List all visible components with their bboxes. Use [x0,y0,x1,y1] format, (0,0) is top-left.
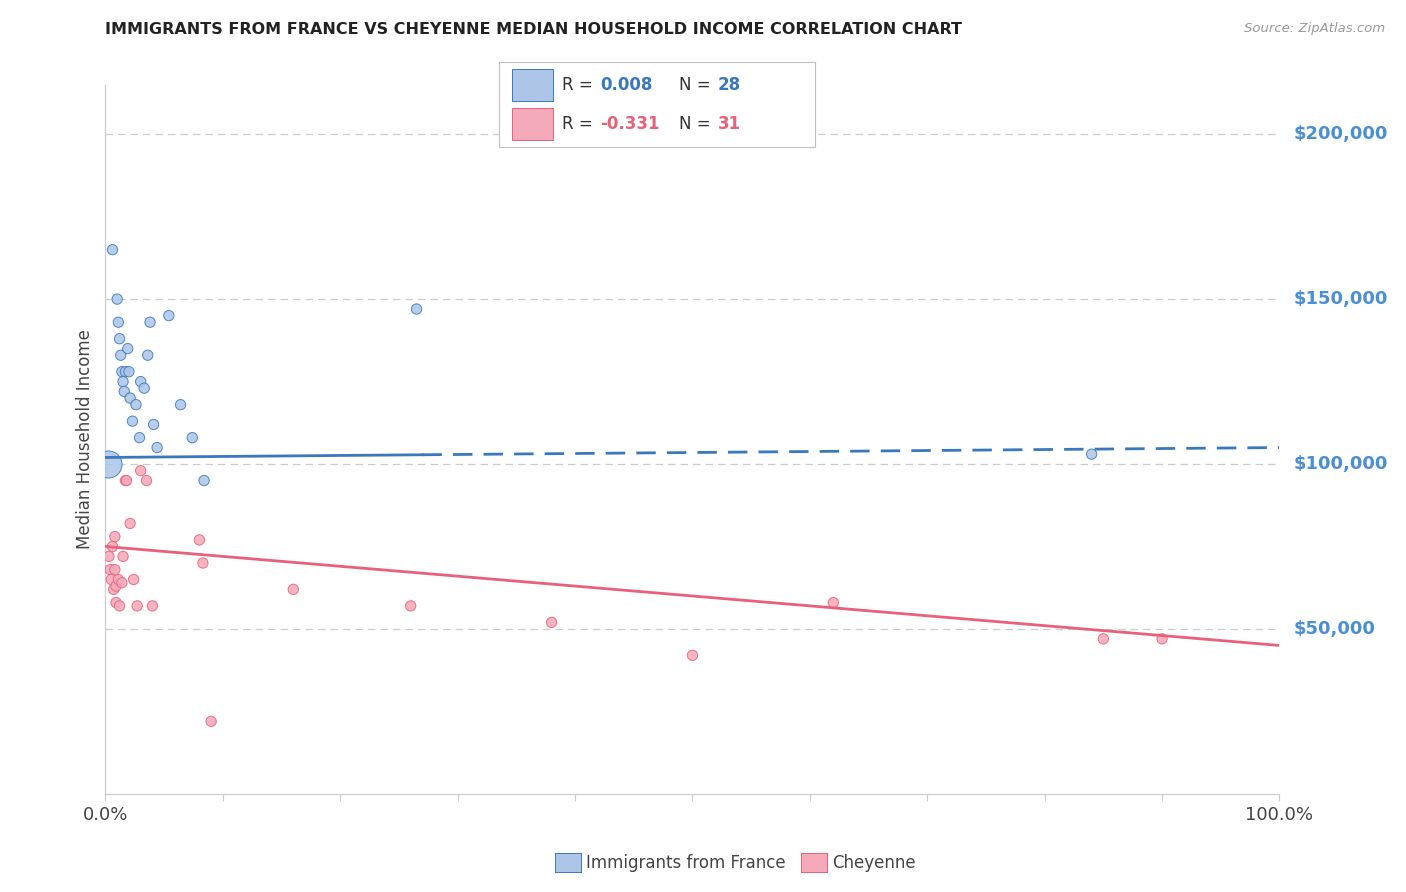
Point [181,431,204,445]
Point [134,381,156,395]
Point [193,474,215,488]
Point [127,599,149,613]
Text: 28: 28 [717,77,741,95]
Point [1150,632,1173,646]
Point [101,243,124,257]
Text: 31: 31 [717,115,741,133]
Text: R =: R = [562,77,593,95]
Point [121,414,143,428]
Point [105,292,128,306]
Point [114,474,136,488]
Text: $50,000: $50,000 [1294,620,1375,638]
Point [98,549,121,564]
Point [169,398,191,412]
Point [823,596,845,610]
Point [112,384,135,399]
Point [157,309,180,323]
Point [111,575,134,590]
Text: IMMIGRANTS FROM FRANCE VS CHEYENNE MEDIAN HOUSEHOLD INCOME CORRELATION CHART: IMMIGRANTS FROM FRANCE VS CHEYENNE MEDIA… [105,22,963,37]
Point [117,342,139,356]
Point [129,464,152,478]
Point [1080,447,1102,461]
Text: N =: N = [679,115,711,133]
Text: $200,000: $200,000 [1294,125,1388,144]
Point [107,315,129,329]
Point [1092,632,1115,646]
Point [146,441,169,455]
Text: -0.331: -0.331 [600,115,659,133]
Text: 0.008: 0.008 [600,77,652,95]
Text: $100,000: $100,000 [1294,455,1388,473]
Point [129,375,152,389]
Point [108,599,131,613]
Point [101,540,124,554]
Text: Source: ZipAtlas.com: Source: ZipAtlas.com [1244,22,1385,36]
Point [141,599,163,613]
Bar [512,70,553,102]
Point [120,391,142,405]
Point [112,549,135,564]
Point [98,563,121,577]
Text: Immigrants from France: Immigrants from France [586,854,786,871]
Point [200,714,222,729]
Point [112,375,135,389]
Point [399,599,422,613]
Point [405,301,427,316]
Point [283,582,305,597]
Point [135,474,157,488]
Point [191,556,214,570]
Point [105,579,128,593]
Bar [512,108,553,140]
Text: Cheyenne: Cheyenne [832,854,915,871]
Text: $150,000: $150,000 [1294,290,1388,308]
Point [97,457,120,471]
Point [104,563,127,577]
Point [115,474,138,488]
Point [104,530,127,544]
Point [540,615,562,630]
Point [122,573,145,587]
Point [125,398,148,412]
Point [111,365,134,379]
Point [114,365,136,379]
Point [118,365,141,379]
Point [108,332,131,346]
Point [136,348,159,362]
Point [188,533,211,547]
Point [681,648,703,663]
Point [100,573,122,587]
Point [107,573,129,587]
Point [120,516,142,531]
Text: N =: N = [679,77,711,95]
Point [139,315,162,329]
Point [110,348,132,362]
Point [142,417,165,432]
Point [103,582,125,597]
Point [128,431,150,445]
Y-axis label: Median Household Income: Median Household Income [76,329,94,549]
Point [105,596,128,610]
Text: R =: R = [562,115,593,133]
